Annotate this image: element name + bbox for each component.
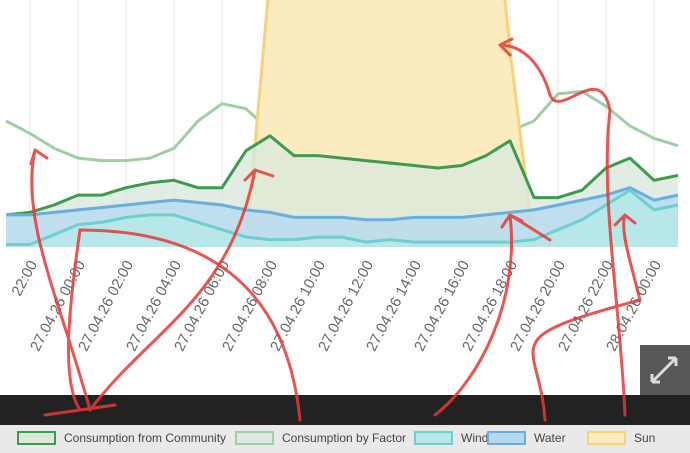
legend-bg	[0, 425, 690, 453]
legend-label: Water	[534, 431, 566, 445]
annotations	[29, 37, 642, 422]
series-line	[6, 188, 679, 246]
legend-swatch	[17, 431, 56, 445]
legend-label: Consumption from Community	[64, 431, 226, 445]
series-line	[6, 186, 679, 222]
plot-area	[5, 0, 679, 247]
legend-swatch	[587, 431, 626, 445]
legend-label: Wind	[461, 431, 488, 445]
legend-label: Sun	[634, 431, 655, 445]
expand-icon	[650, 356, 678, 384]
series-line	[5, 134, 679, 217]
series-area	[6, 190, 678, 247]
toolbar	[0, 395, 690, 425]
legend-swatch	[487, 431, 526, 445]
legend-swatch	[235, 431, 274, 445]
legend: Consumption from Community Consumption by…	[17, 431, 655, 445]
x-tick-label: 22:00	[8, 258, 41, 299]
legend-label: Consumption by Factor	[282, 431, 406, 445]
legend-swatch	[414, 431, 453, 445]
